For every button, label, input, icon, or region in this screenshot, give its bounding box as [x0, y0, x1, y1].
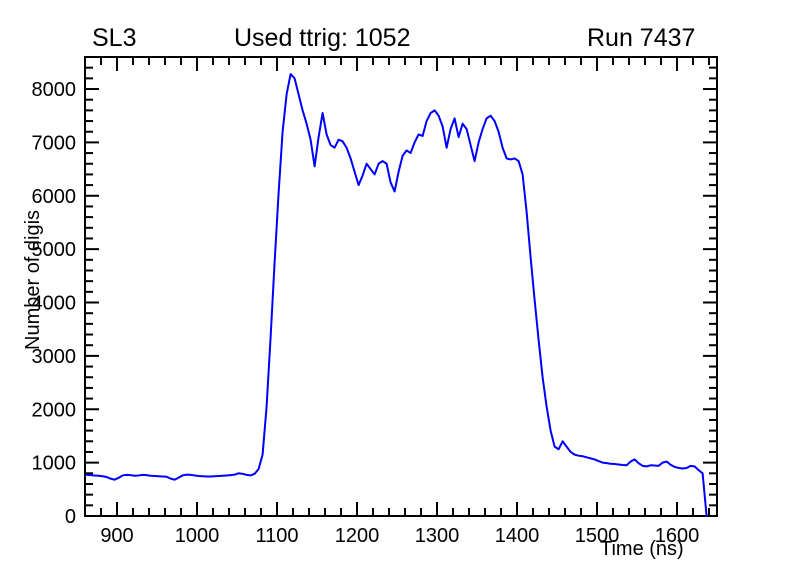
y-axis-ticks — [85, 56, 717, 517]
svg-text:5000: 5000 — [32, 239, 77, 261]
svg-text:0: 0 — [65, 506, 76, 528]
svg-text:1000: 1000 — [32, 453, 77, 475]
plot-frame — [84, 56, 718, 517]
x-axis-ticks — [84, 57, 710, 516]
svg-text:1300: 1300 — [415, 525, 460, 547]
svg-text:900: 900 — [100, 525, 133, 547]
svg-text:1000: 1000 — [175, 525, 220, 547]
svg-text:8000: 8000 — [32, 79, 77, 101]
svg-text:1600: 1600 — [655, 525, 700, 547]
header-left-label: SL3 — [92, 24, 137, 52]
y-tick-labels: 0 1000 2000 3000 4000 5000 6000 7000 8000 — [32, 79, 77, 528]
svg-text:1400: 1400 — [495, 525, 540, 547]
data-series-line — [85, 73, 708, 517]
svg-text:7000: 7000 — [32, 132, 77, 154]
svg-text:1500: 1500 — [575, 525, 620, 547]
svg-text:4000: 4000 — [32, 293, 77, 315]
x-tick-labels: 900 1000 1100 1200 1300 1400 1500 1600 — [100, 525, 699, 547]
svg-text:1100: 1100 — [255, 525, 298, 547]
x-axis-label: Time (ns) — [600, 538, 684, 560]
svg-text:1200: 1200 — [335, 525, 380, 547]
svg-text:6000: 6000 — [32, 186, 77, 208]
header-center-title: Used ttrig: 1052 — [234, 24, 411, 52]
svg-text:2000: 2000 — [32, 399, 77, 421]
svg-text:3000: 3000 — [32, 346, 77, 368]
header-right-label: Run 7437 — [587, 24, 696, 52]
